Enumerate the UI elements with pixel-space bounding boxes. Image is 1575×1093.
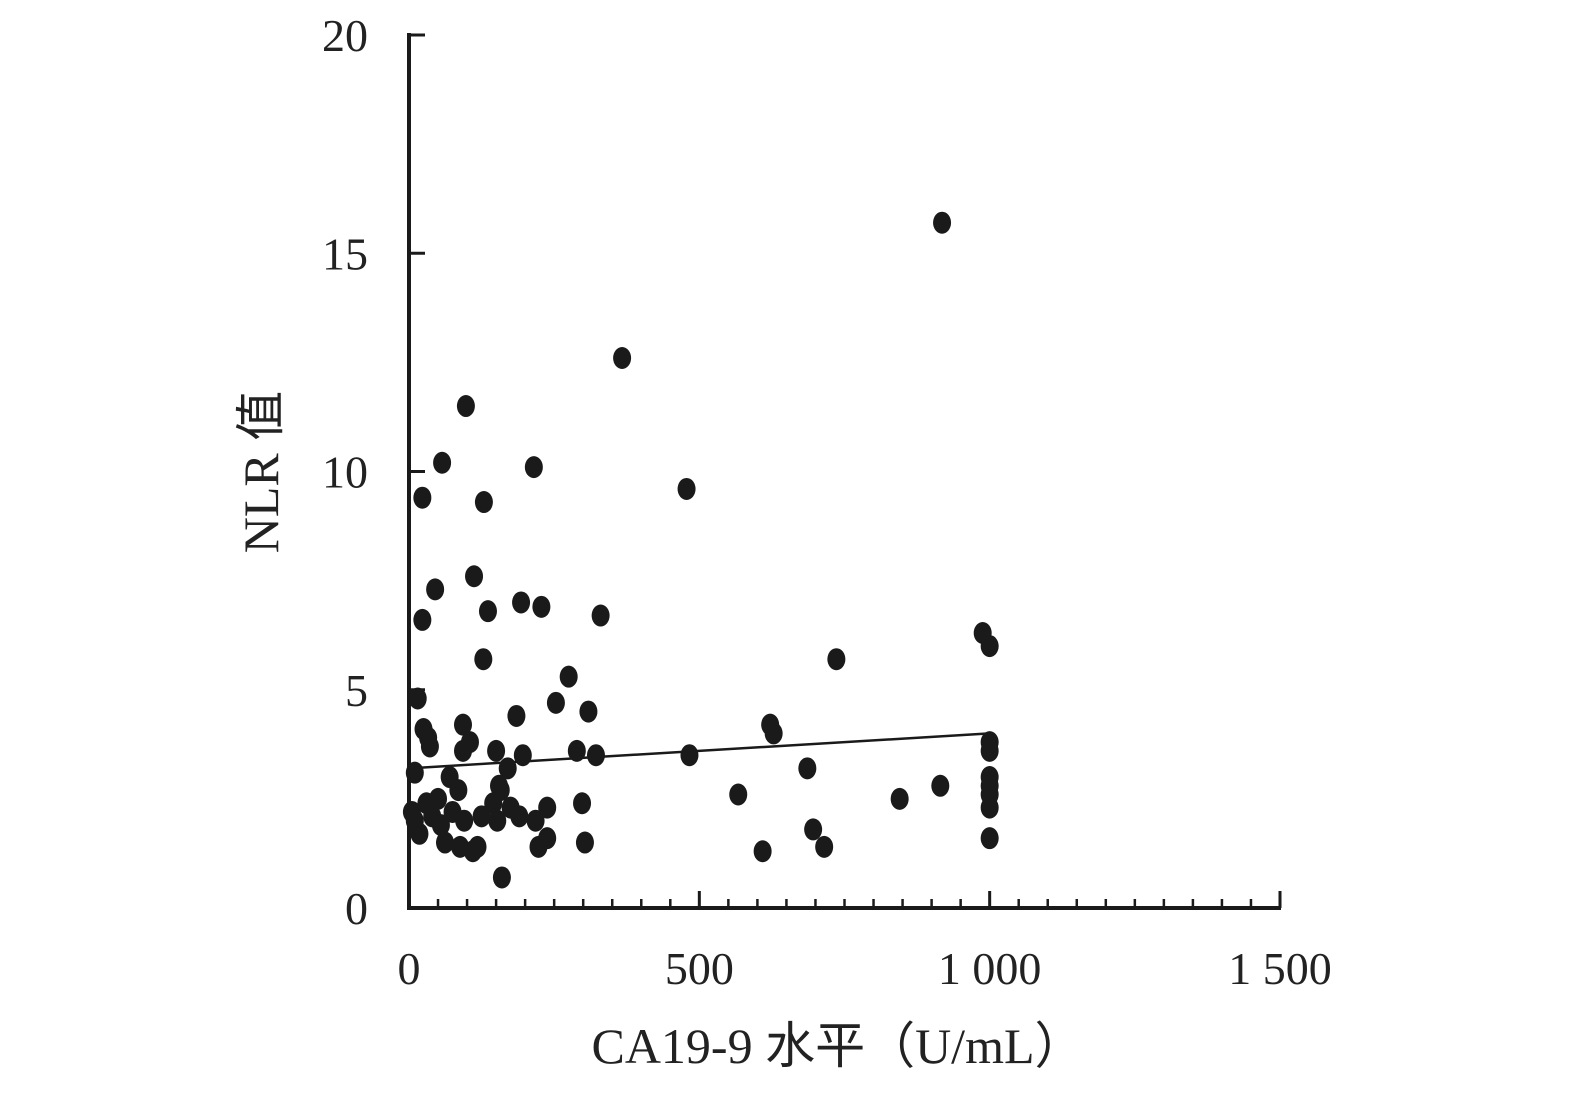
data-point-76: [575, 831, 594, 854]
data-point-67: [484, 792, 503, 815]
x-tick-label: 500: [665, 943, 734, 994]
y-tick-label: 20: [322, 10, 368, 61]
x-tick-label: 0: [398, 943, 421, 994]
data-point-12: [478, 600, 497, 623]
data-point-35: [586, 744, 605, 767]
data-point-80: [980, 827, 999, 850]
data-point-33: [567, 739, 586, 762]
data-point-22: [507, 704, 526, 727]
data-point-74: [538, 827, 557, 850]
y-tick-label: 15: [322, 228, 368, 279]
data-point-49: [931, 774, 950, 797]
data-point-24: [454, 713, 473, 736]
data-point-65: [468, 835, 487, 858]
data-point-9: [465, 565, 484, 588]
data-point-23: [579, 700, 598, 723]
data-point-70: [510, 805, 529, 828]
data-point-38: [980, 739, 999, 762]
data-point-53: [980, 796, 999, 819]
data-point-18: [827, 648, 846, 671]
data-point-29: [420, 735, 439, 758]
data-point-3: [433, 451, 452, 474]
data-point-77: [804, 818, 823, 841]
data-point-2: [456, 395, 475, 418]
data-point-21: [546, 691, 565, 714]
data-point-7: [474, 491, 493, 514]
trendline: [408, 732, 990, 770]
data-point-41: [798, 757, 817, 780]
data-point-36: [680, 744, 699, 767]
data-point-47: [729, 783, 748, 806]
data-point-46: [449, 779, 468, 802]
data-point-8: [426, 578, 445, 601]
data-point-5: [677, 477, 696, 500]
data-point-1: [613, 347, 632, 370]
data-point-59: [431, 814, 450, 837]
data-point-11: [532, 595, 551, 618]
tick-labels: 0 500 1 000 1 500 0 5 10 15 20: [322, 10, 1332, 994]
data-point-60: [436, 831, 455, 854]
data-point-66: [472, 805, 491, 828]
x-tick-label: 1 000: [938, 943, 1042, 994]
data-point-0: [933, 211, 952, 234]
data-point-19: [559, 665, 578, 688]
data-point-71: [526, 809, 545, 832]
trendline-group: [408, 732, 990, 770]
y-axis-title: NLR 值: [233, 391, 289, 554]
data-point-10: [512, 591, 531, 614]
data-point-56: [410, 822, 429, 845]
data-point-13: [591, 604, 610, 627]
x-axis-title: CA19-9 水平（U/mL）: [591, 1018, 1084, 1074]
data-point-17: [474, 648, 493, 671]
y-tick-label: 10: [322, 447, 368, 498]
data-point-73: [538, 796, 557, 819]
data-point-6: [413, 486, 432, 509]
data-point-16: [980, 635, 999, 658]
data-point-31: [454, 739, 473, 762]
data-point-63: [455, 809, 474, 832]
x-tick-label: 1 500: [1228, 943, 1332, 994]
data-point-20: [408, 687, 427, 710]
y-tick-label: 0: [345, 883, 368, 934]
data-point-78: [815, 835, 834, 858]
data-point-32: [487, 739, 506, 762]
scatter-points: [402, 211, 999, 889]
y-tick-label: 5: [345, 665, 368, 716]
data-point-48: [890, 787, 909, 810]
data-point-68: [488, 809, 507, 832]
data-point-79: [753, 840, 772, 863]
data-point-26: [764, 722, 783, 745]
data-point-4: [524, 456, 543, 479]
data-point-81: [492, 866, 511, 889]
tick-marks: [409, 33, 1282, 908]
data-point-14: [413, 608, 432, 631]
data-point-75: [573, 792, 592, 815]
